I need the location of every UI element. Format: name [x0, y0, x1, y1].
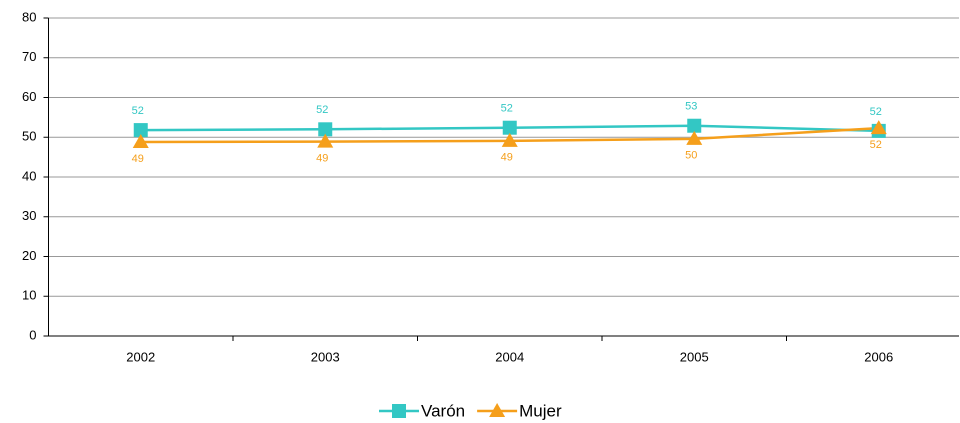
y-tick-label: 0 — [29, 327, 36, 342]
legend-label: Varón — [421, 401, 465, 420]
data-label: 50 — [685, 150, 697, 162]
data-point — [870, 120, 887, 135]
data-point — [501, 132, 518, 147]
y-tick-label: 40 — [22, 168, 36, 183]
y-tick-label: 80 — [22, 9, 36, 24]
data-label: 52 — [501, 103, 513, 115]
data-label: 49 — [316, 153, 328, 165]
y-tick-label: 70 — [22, 49, 36, 64]
data-point — [133, 123, 148, 138]
data-label: 49 — [132, 153, 144, 165]
y-tick-label: 50 — [22, 129, 36, 144]
data-label: 52 — [316, 104, 328, 116]
x-tick-label: 2003 — [311, 349, 340, 364]
data-point — [317, 133, 334, 148]
data-label: 52 — [870, 106, 882, 118]
legend-marker — [392, 404, 406, 418]
y-tick-label: 30 — [22, 208, 36, 223]
y-tick-label: 60 — [22, 89, 36, 104]
data-point — [686, 130, 703, 145]
legend-label: Mujer — [519, 401, 562, 420]
y-tick-label: 20 — [22, 248, 36, 263]
legend-marker — [489, 403, 506, 417]
data-label: 49 — [501, 152, 513, 164]
data-point — [132, 134, 149, 149]
data-point — [687, 118, 702, 133]
data-label: 52 — [132, 105, 144, 117]
y-tick-label: 10 — [22, 288, 36, 303]
x-tick-label: 2006 — [864, 349, 893, 364]
data-point — [502, 120, 517, 135]
data-point — [318, 122, 333, 137]
data-label: 52 — [870, 139, 882, 151]
x-tick-label: 2005 — [680, 349, 709, 364]
data-label: 53 — [685, 101, 697, 113]
x-tick-label: 2002 — [126, 349, 155, 364]
x-tick-label: 2004 — [495, 349, 524, 364]
